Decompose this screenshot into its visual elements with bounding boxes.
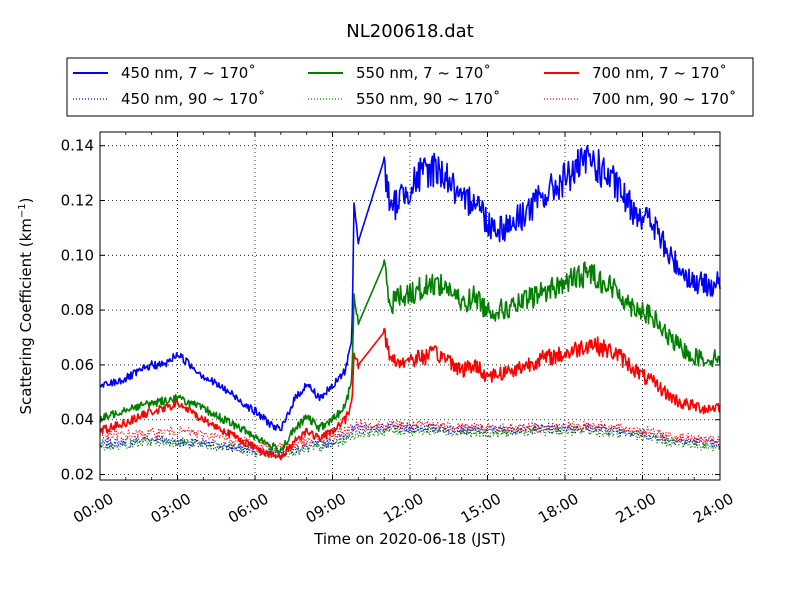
x-tick-label: 06:00 [225,490,271,527]
x-tick-label: 24:00 [690,490,736,527]
x-axis-label: Time on 2020-06-18 (JST) [313,530,506,548]
y-tick-label: 0.06 [61,356,94,374]
x-tick-label: 15:00 [458,490,504,527]
y-tick-label: 0.12 [61,192,94,210]
y-axis-label: Scattering Coefficient (km−1) [17,197,35,414]
series-line-1 [99,259,721,454]
grid [99,132,721,480]
series-line-0 [99,144,721,432]
legend-label-4: 550 nm, 90 ~ 170˚ [356,90,500,108]
chart-title: NL200618.dat [346,21,473,42]
x-tick-label: 09:00 [303,490,349,527]
y-tick-label: 0.02 [61,466,94,484]
y-tick-label: 0.14 [61,137,94,155]
y-axis-label-main: Scattering Coefficient (km [17,218,35,414]
x-tick-label: 12:00 [380,490,426,527]
series-group [99,144,721,461]
series-line-4 [99,425,721,458]
y-axis-label-end: ) [17,197,35,203]
y-tick-label: 0.10 [61,246,94,264]
legend: 450 nm, 7 ~ 170˚ 550 nm, 7 ~ 170˚ 700 nm, … [66,57,754,117]
x-tick-label: 21:00 [613,490,659,527]
y-tick-label: 0.08 [61,301,94,319]
x-tick-label: 03:00 [148,490,194,527]
y-tick-label: 0.04 [61,411,94,429]
series-line-5 [99,419,721,452]
legend-label-0: 450 nm, 7 ~ 170˚ [121,64,256,82]
legend-label-1: 550 nm, 7 ~ 170˚ [356,64,491,82]
x-tick-label: 18:00 [535,490,581,527]
legend-label-5: 700 nm, 90 ~ 170˚ [592,90,736,108]
axis-ticks: 00:00 03:00 06:00 09:00 12:00 15:00 18:00 21:00… [61,132,737,527]
legend-box [66,57,754,117]
legend-label-3: 450 nm, 90 ~ 170˚ [121,90,265,108]
legend-label-2: 700 nm, 7 ~ 170˚ [592,64,727,82]
y-axis-label-sup: −1 [17,203,28,218]
x-tick-label: 00:00 [70,490,116,527]
series-line-2 [99,327,721,461]
